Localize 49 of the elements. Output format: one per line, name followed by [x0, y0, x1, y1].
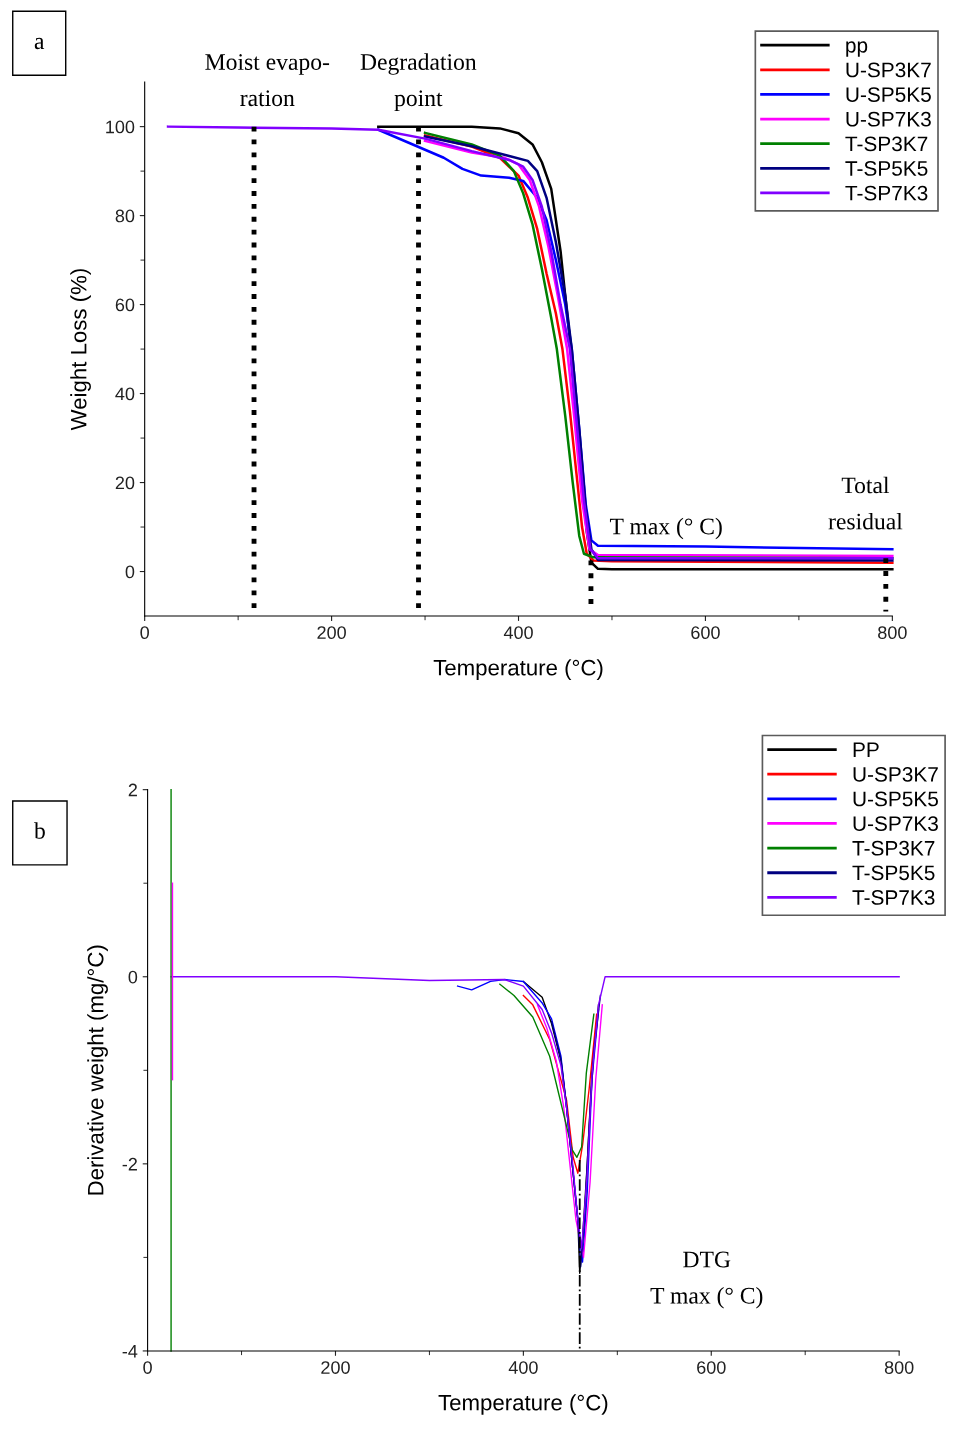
legend-label: T-SP3K7 — [852, 840, 935, 856]
y-tick-label: 60 — [115, 298, 135, 312]
y-tick-label: 100 — [106, 120, 135, 134]
annotation: Total residual — [828, 476, 903, 530]
x-tick-label: 0 — [140, 626, 149, 640]
legend-label: U-SP5K5 — [853, 791, 938, 807]
x-tick-label: 400 — [508, 1361, 538, 1374]
legend-label: U-SP3K7 — [853, 766, 938, 782]
annotation: DTG T max (° C) — [650, 1251, 763, 1309]
legend-label: T-SP5K5 — [845, 161, 928, 176]
legend-label: T-SP7K3 — [845, 185, 928, 201]
y-tick-label: 80 — [115, 209, 135, 223]
text: b — [33, 822, 45, 839]
x-tick-label: 800 — [878, 626, 907, 640]
line-series — [522, 994, 598, 1174]
legend-label: T-SP7K3 — [852, 890, 935, 905]
legend-label: T-SP5K5 — [852, 865, 935, 881]
x-axis-title: Temperature (°C) — [438, 1394, 608, 1415]
y-tick-label: 0 — [125, 565, 135, 579]
y-tick-label: -2 — [122, 1157, 137, 1171]
legend-label: U-SP3K7 — [846, 62, 931, 78]
legend-label: U-SP7K3 — [846, 111, 931, 127]
y-tick-label: -4 — [122, 1345, 138, 1358]
y-axis-title: Weight Loss (%) — [70, 269, 91, 431]
x-tick-label: 800 — [884, 1361, 914, 1374]
line-series — [499, 983, 595, 1158]
legend-label: PP — [853, 742, 879, 757]
legend-label: pp — [846, 41, 868, 57]
x-tick-label: 0 — [143, 1361, 152, 1374]
y-tick-label: 2 — [128, 783, 137, 797]
y-axis-title: Derivative weight (mg/°C) — [87, 945, 108, 1195]
legend-label: T-SP3K7 — [845, 136, 928, 152]
y-tick-label: 40 — [115, 387, 135, 401]
y-tick-label: 0 — [128, 970, 138, 984]
line-series — [170, 976, 900, 1249]
x-axis-title: Temperature (°C) — [433, 659, 603, 680]
x-tick-label: 600 — [691, 626, 720, 640]
annotation: Moist evapo- ration — [205, 54, 330, 107]
legend-label: U-SP5K5 — [846, 87, 931, 102]
line-series — [536, 1004, 603, 1259]
x-tick-label: 600 — [697, 1361, 726, 1374]
x-tick-label: 200 — [321, 1361, 350, 1374]
x-tick-label: 200 — [317, 626, 346, 640]
text: a — [34, 37, 45, 50]
annotation: T max (° C) — [609, 517, 722, 540]
x-tick-label: 400 — [503, 626, 533, 640]
legend-label: U-SP7K3 — [853, 816, 938, 831]
annotation: Degradation point — [360, 53, 477, 111]
y-tick-label: 20 — [115, 476, 135, 490]
